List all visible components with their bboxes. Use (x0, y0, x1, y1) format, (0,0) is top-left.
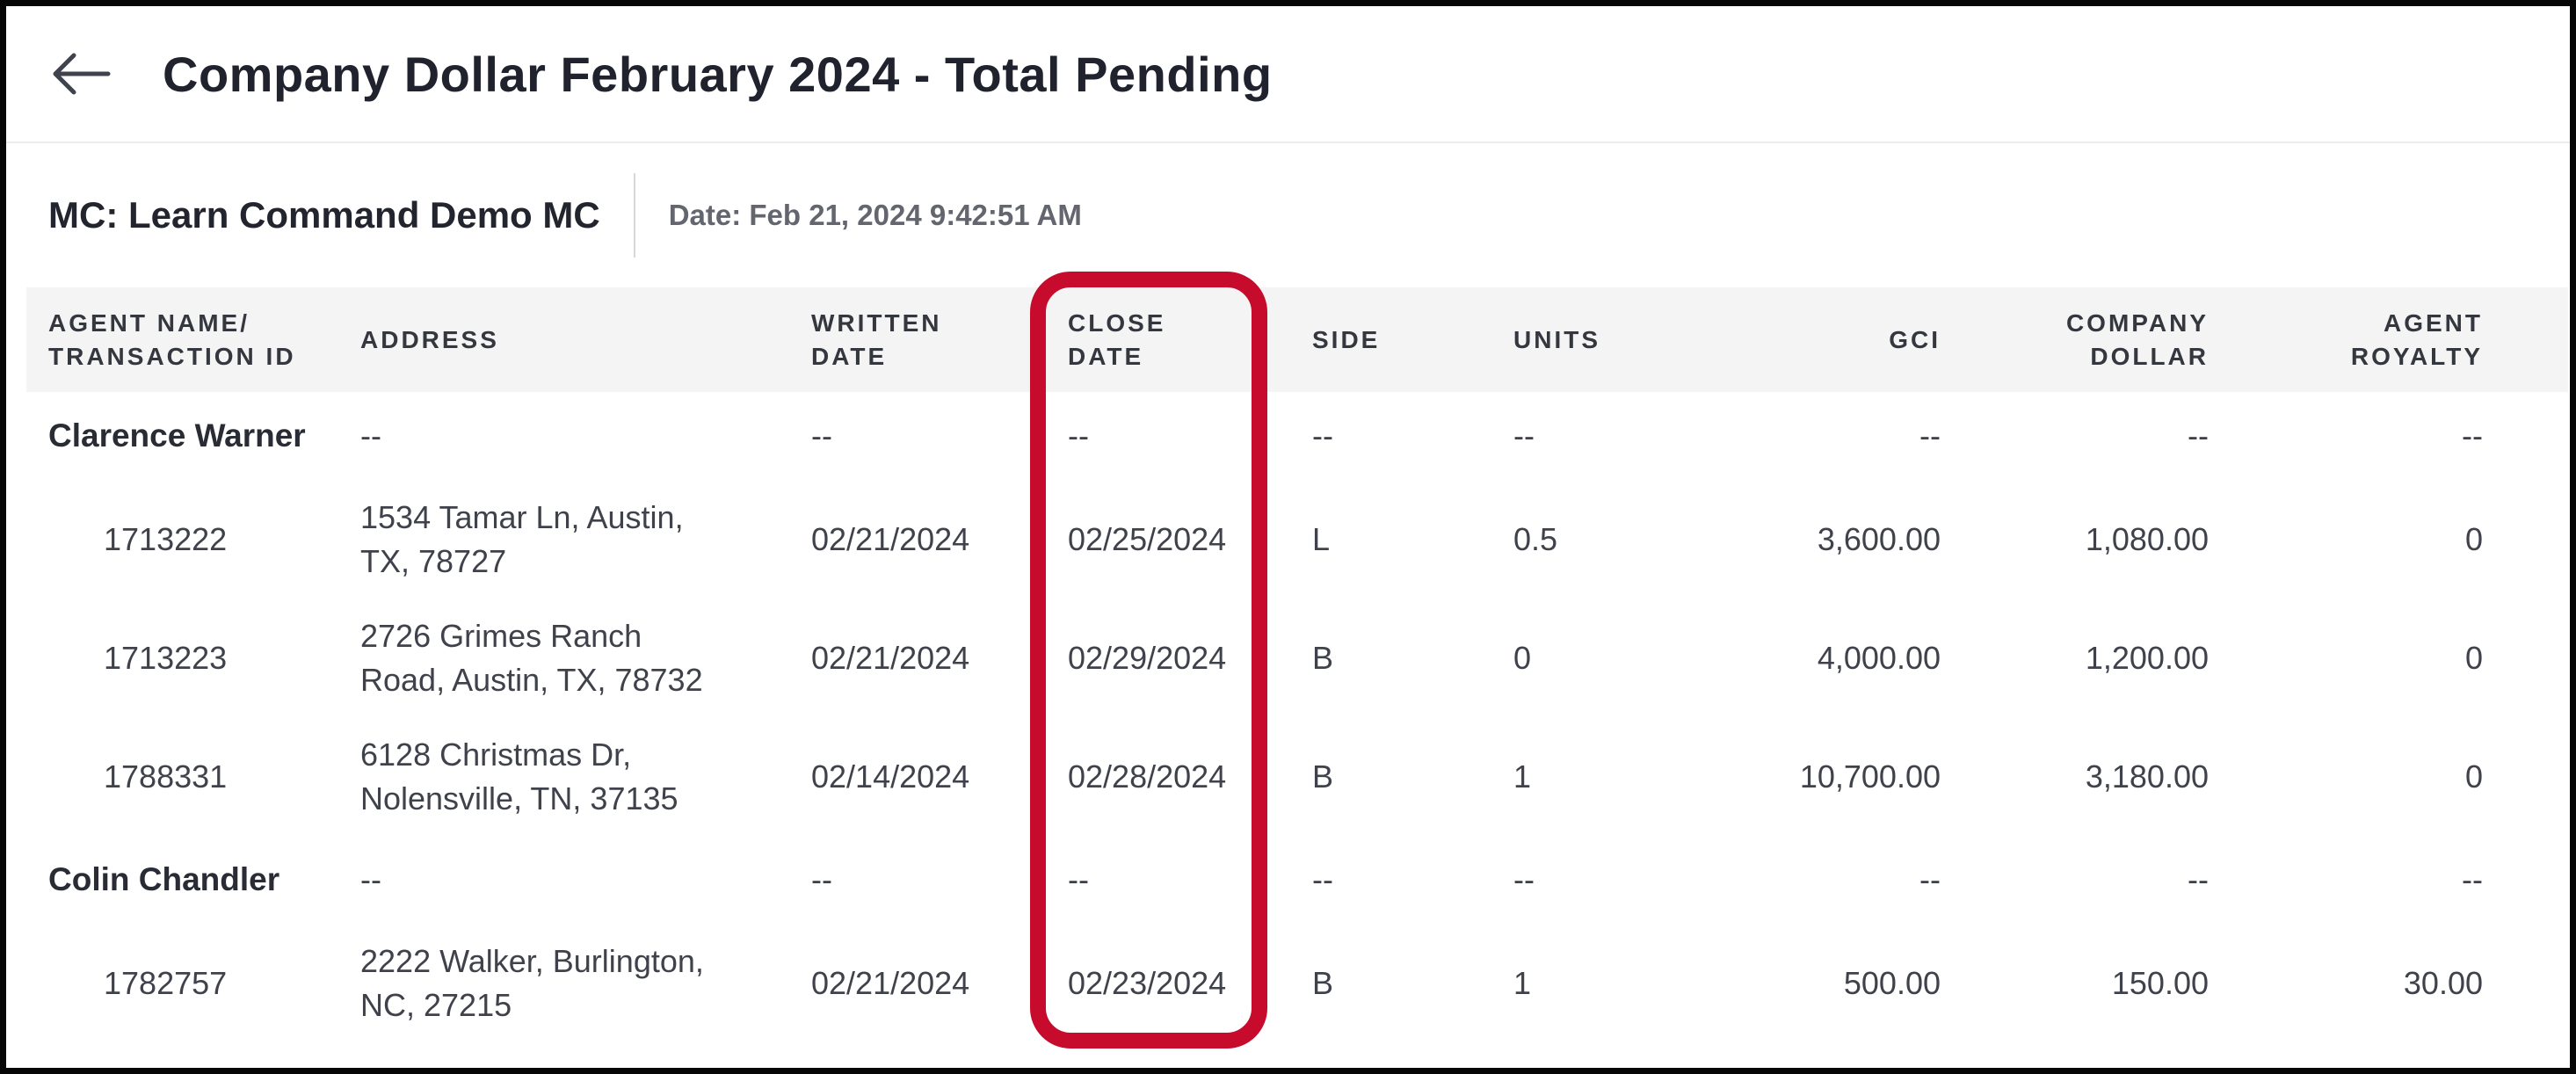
cell-written-date: 02/21/2024 (811, 964, 970, 1001)
cell-company-dollar: 150.00 (2111, 964, 2209, 1001)
cell-address: 6128 Christmas Dr, Nolensville, TN, 3713… (360, 736, 678, 816)
back-button[interactable] (48, 48, 113, 99)
cell-close-date: -- (1068, 417, 1089, 454)
cell-side: B (1312, 964, 1334, 1001)
agent-row: Colin Chandler -- -- -- -- -- -- -- -- (26, 836, 2568, 924)
cell-agent-royalty: 0 (2464, 758, 2483, 795)
column-header-units: UNITS (1513, 287, 1724, 392)
cell-transaction-id: 1713222 (104, 520, 228, 557)
vertical-divider (633, 173, 635, 258)
cell-address: 2222 Walker, Burlington, NC, 27215 (360, 942, 704, 1023)
column-header-company-dollar: COMPANY DOLLAR (1941, 287, 2209, 392)
cell-agent-name: Colin Chandler (48, 861, 280, 897)
cell-written-date: 02/21/2024 (811, 520, 970, 557)
cell-close-date: 02/28/2024 (1068, 758, 1227, 795)
cell-units: 0.5 (1513, 520, 1558, 557)
cell-transaction-id: 1782757 (104, 964, 228, 1001)
cell-address: -- (360, 417, 381, 454)
cell-close-date: 02/23/2024 (1068, 964, 1227, 1001)
cell-address: -- (360, 861, 381, 897)
column-header-written-date: WRITTEN DATE (811, 287, 1068, 392)
page-title: Company Dollar February 2024 - Total Pen… (163, 46, 1273, 102)
cell-written-date: 02/14/2024 (811, 758, 970, 795)
transaction-row: 1713222 1534 Tamar Ln, Austin, TX, 78727… (26, 480, 2568, 599)
transaction-row: 1782757 2222 Walker, Burlington, NC, 272… (26, 924, 2568, 1042)
cell-gci: -- (1919, 417, 1941, 454)
cell-written-date: -- (811, 417, 832, 454)
cell-units: -- (1513, 417, 1535, 454)
cell-agent-royalty: 0 (2464, 520, 2483, 557)
column-header-address: ADDRESS (360, 287, 811, 392)
report-date-label: Date: Feb 21, 2024 9:42:51 AM (668, 199, 1082, 231)
cell-units: 1 (1513, 758, 1532, 795)
column-header-close-date: CLOSE DATE (1068, 287, 1312, 392)
cell-close-date: -- (1068, 861, 1089, 897)
cell-close-date: 02/25/2024 (1068, 520, 1227, 557)
cell-side: -- (1312, 861, 1333, 897)
company-dollar-table: AGENT NAME/ TRANSACTION ID ADDRESS WRITT… (26, 287, 2568, 1042)
mc-label: MC: Learn Command Demo MC (48, 194, 600, 236)
cell-agent-royalty: 0 (2464, 639, 2483, 676)
cell-address: 1534 Tamar Ln, Austin, TX, 78727 (360, 498, 684, 579)
cell-agent-royalty: 30.00 (2403, 964, 2483, 1001)
cell-written-date: -- (811, 861, 832, 897)
top-app-bar: Company Dollar February 2024 - Total Pen… (6, 6, 2570, 143)
cell-company-dollar: -- (2188, 861, 2209, 897)
cell-agent-name: Clarence Warner (48, 417, 306, 454)
cell-gci: 3,600.00 (1817, 520, 1941, 557)
column-header-agent-royalty: AGENT ROYALTY (2209, 287, 2568, 392)
transaction-row: 1788331 6128 Christmas Dr, Nolensville, … (26, 717, 2568, 836)
table-header-row: AGENT NAME/ TRANSACTION ID ADDRESS WRITT… (26, 287, 2568, 392)
transaction-row: 1713223 2726 Grimes Ranch Road, Austin, … (26, 599, 2568, 717)
cell-agent-royalty: -- (2462, 417, 2483, 454)
cell-transaction-id: 1713223 (104, 639, 228, 676)
cell-company-dollar: 1,080.00 (2085, 520, 2209, 557)
cell-side: B (1312, 758, 1334, 795)
cell-units: 1 (1513, 964, 1532, 1001)
cell-transaction-id: 1788331 (104, 758, 228, 795)
cell-side: -- (1312, 417, 1333, 454)
cell-agent-royalty: -- (2462, 861, 2483, 897)
cell-company-dollar: 3,180.00 (2085, 758, 2209, 795)
cell-company-dollar: -- (2188, 417, 2209, 454)
column-header-gci: GCI (1724, 287, 1941, 392)
agent-row: Clarence Warner -- -- -- -- -- -- -- -- (26, 392, 2568, 480)
cell-units: -- (1513, 861, 1535, 897)
cell-gci: 10,700.00 (1799, 758, 1941, 795)
cell-written-date: 02/21/2024 (811, 639, 970, 676)
cell-gci: -- (1919, 861, 1941, 897)
arrow-left-icon (50, 50, 112, 98)
cell-side: L (1312, 520, 1331, 557)
cell-close-date: 02/29/2024 (1068, 639, 1227, 676)
cell-company-dollar: 1,200.00 (2085, 639, 2209, 676)
column-header-side: SIDE (1312, 287, 1513, 392)
cell-side: B (1312, 639, 1334, 676)
column-header-agent-name: AGENT NAME/ TRANSACTION ID (26, 287, 360, 392)
cell-address: 2726 Grimes Ranch Road, Austin, TX, 7873… (360, 617, 703, 698)
cell-units: 0 (1513, 639, 1532, 676)
cell-gci: 500.00 (1843, 964, 1941, 1001)
cell-gci: 4,000.00 (1817, 639, 1941, 676)
report-info-bar: MC: Learn Command Demo MC Date: Feb 21, … (6, 143, 2570, 287)
